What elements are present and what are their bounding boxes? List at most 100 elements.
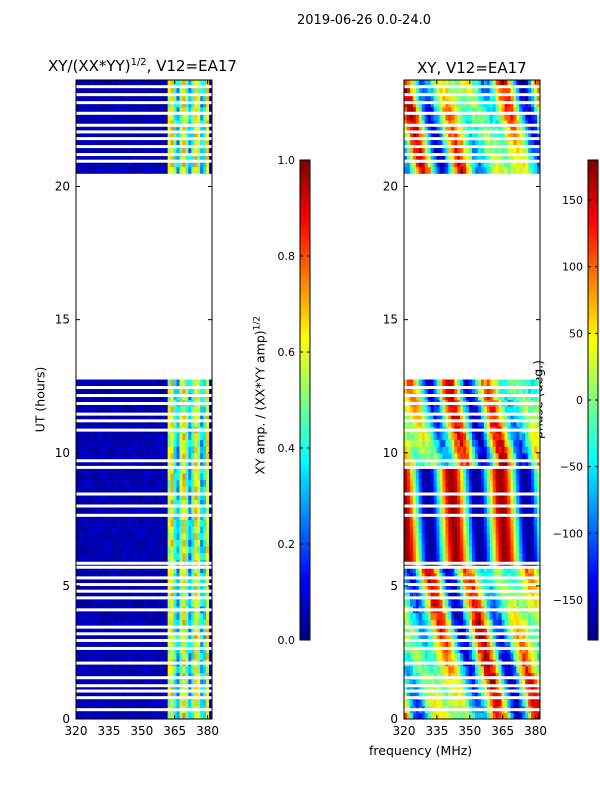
heatmap-cell xyxy=(474,439,479,447)
heatmap-cell xyxy=(528,552,532,560)
heatmap-cell xyxy=(442,499,446,507)
heatmap-cell xyxy=(510,539,514,547)
heatmap-cell xyxy=(185,166,189,174)
heatmap-cell xyxy=(203,86,207,94)
heatmap-cell xyxy=(173,519,178,527)
heatmap-cell xyxy=(96,432,101,441)
heatmap-cell xyxy=(442,479,446,487)
heatmap-cell xyxy=(412,532,417,540)
heatmap-cell xyxy=(161,119,166,128)
heatmap-cell xyxy=(188,506,192,514)
heatmap-cell xyxy=(182,545,186,554)
heatmap-cell xyxy=(537,699,540,707)
heatmap-cell xyxy=(161,139,166,148)
heatmap-cell xyxy=(209,139,212,148)
heatmap-cell xyxy=(108,572,113,580)
heatmap-cell xyxy=(84,139,89,148)
heatmap-cell xyxy=(209,406,212,414)
heatmap-cell xyxy=(144,572,148,580)
heatmap-cell xyxy=(463,572,467,580)
heatmap-cell xyxy=(138,472,142,480)
heatmap-cell xyxy=(146,153,151,161)
heatmap-cell xyxy=(528,506,532,514)
heatmap-cell xyxy=(463,539,467,547)
heatmap-cell xyxy=(522,565,526,574)
heatmap-cell xyxy=(117,466,121,474)
heatmap-cell xyxy=(78,685,83,693)
heatmap-cell xyxy=(537,612,540,620)
heatmap-cell xyxy=(457,632,461,640)
heatmap-cell xyxy=(144,565,148,574)
heatmap-cell xyxy=(96,479,101,487)
heatmap-cell xyxy=(504,486,509,494)
heatmap-cell xyxy=(111,532,116,540)
heatmap-cell xyxy=(480,652,485,660)
heatmap-cell xyxy=(418,466,423,474)
heatmap-cell xyxy=(445,479,449,487)
heatmap-cell xyxy=(445,439,449,447)
heatmap-cell xyxy=(78,545,83,554)
heatmap-cell xyxy=(182,146,186,154)
heatmap-cell xyxy=(531,692,535,700)
heatmap-cell xyxy=(486,565,491,574)
heatmap-cell xyxy=(76,499,80,507)
heatmap-cell xyxy=(188,166,192,174)
heatmap-cell xyxy=(483,506,488,514)
heatmap-cell xyxy=(179,459,184,467)
heatmap-cell xyxy=(469,486,473,494)
heatmap-cell xyxy=(96,619,101,627)
heatmap-cell xyxy=(191,153,195,161)
heatmap-cell xyxy=(200,86,204,94)
heatmap-cell xyxy=(442,532,446,540)
heatmap-cell xyxy=(129,685,133,693)
heatmap-cell xyxy=(418,479,423,487)
heatmap-cell xyxy=(466,492,470,500)
heatmap-cell xyxy=(194,126,198,134)
heatmap-cell xyxy=(105,572,110,580)
heatmap-cell xyxy=(170,146,175,154)
heatmap-cell xyxy=(123,712,127,719)
heatmap-cell xyxy=(76,625,80,634)
heatmap-cell xyxy=(111,459,116,467)
heatmap-cell xyxy=(135,712,139,719)
heatmap-cell xyxy=(406,572,411,580)
heatmap-cell xyxy=(90,479,95,487)
heatmap-cell xyxy=(209,153,212,161)
heatmap-cell xyxy=(534,612,538,620)
heatmap-cell xyxy=(164,632,169,640)
heatmap-cell xyxy=(457,639,461,647)
heatmap-cell xyxy=(472,499,476,507)
heatmap-cell xyxy=(424,592,429,600)
heatmap-cell xyxy=(525,599,529,607)
heatmap-cell xyxy=(510,699,514,707)
heatmap-cell xyxy=(111,439,116,447)
heatmap-cell xyxy=(424,432,429,441)
heatmap-cell xyxy=(144,699,148,707)
heatmap-cell xyxy=(185,692,189,700)
heatmap-cell xyxy=(152,113,157,121)
heatmap-cell xyxy=(149,599,154,607)
heatmap-cell xyxy=(135,499,139,507)
heatmap-cell xyxy=(486,472,491,480)
heatmap-cell xyxy=(78,585,83,594)
heatmap-cell xyxy=(472,572,476,580)
heatmap-cell xyxy=(99,539,104,547)
heatmap-cell xyxy=(78,452,83,461)
heatmap-cell xyxy=(463,466,467,474)
heatmap-cell xyxy=(507,652,512,660)
heatmap-cell xyxy=(120,452,124,461)
heatmap-cell xyxy=(179,625,184,634)
heatmap-cell xyxy=(522,679,526,687)
heatmap-cell xyxy=(495,639,500,647)
heatmap-cell xyxy=(117,113,121,121)
heatmap-cell xyxy=(179,472,184,480)
heatmap-cell xyxy=(81,685,86,693)
heatmap-cell xyxy=(152,379,157,387)
heatmap-cell xyxy=(155,692,160,700)
heatmap-cell xyxy=(504,652,509,660)
heatmap-cell xyxy=(409,632,414,640)
heatmap-cell xyxy=(477,619,482,627)
heatmap-cell xyxy=(141,386,145,394)
heatmap-cell xyxy=(161,479,166,487)
heatmap-cell xyxy=(111,639,116,647)
